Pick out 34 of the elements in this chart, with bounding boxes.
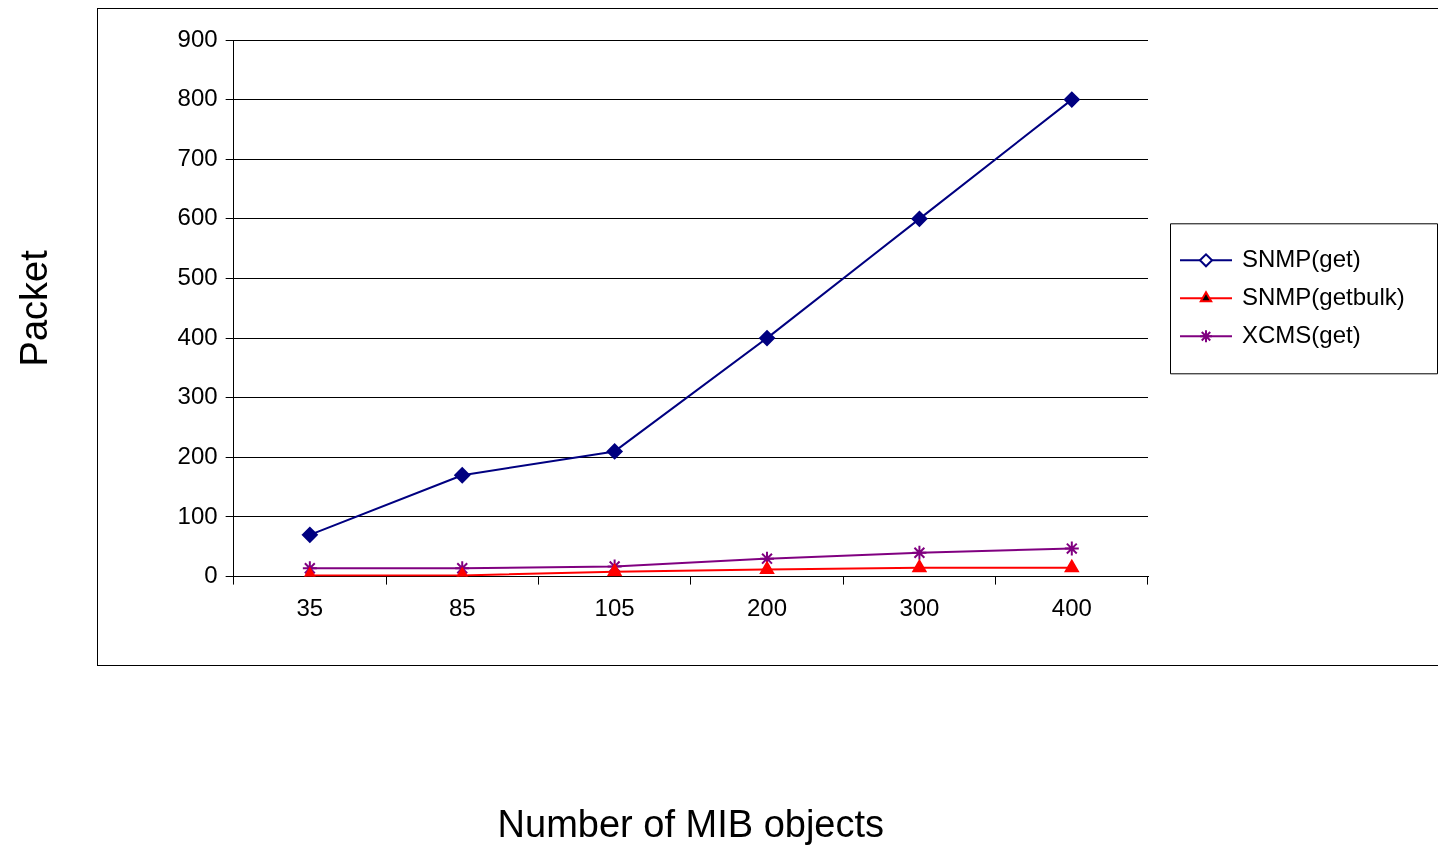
point xyxy=(1064,559,1079,573)
y-axis-title: Packet xyxy=(13,249,56,367)
y-tick-label: 800 xyxy=(177,84,218,112)
point xyxy=(454,467,471,484)
x-tick-label: 200 xyxy=(746,593,788,621)
y-tick-label: 700 xyxy=(177,143,218,171)
y-tick-label: 600 xyxy=(177,203,218,231)
y-tick-label: 300 xyxy=(177,382,218,410)
y-tick-label: 100 xyxy=(177,501,218,529)
x-tick-label: 105 xyxy=(594,593,635,621)
point xyxy=(911,544,928,561)
x-tick-label: 300 xyxy=(899,593,940,621)
point xyxy=(606,443,623,460)
point xyxy=(759,550,776,567)
point xyxy=(911,210,928,227)
y-tick-label: 900 xyxy=(177,24,218,52)
y-tick-label: 400 xyxy=(177,322,218,350)
x-tick-label: 85 xyxy=(448,593,476,621)
point xyxy=(607,563,622,577)
point xyxy=(912,559,927,573)
y-tick-label: 200 xyxy=(177,441,218,469)
point xyxy=(759,330,776,347)
point xyxy=(759,561,775,574)
point xyxy=(1063,91,1080,108)
y-tick-label: 0 xyxy=(204,561,218,589)
legend-label: SNMP(get) xyxy=(1242,244,1361,272)
point xyxy=(301,526,318,543)
x-axis-title: Number of MIB objects xyxy=(497,802,885,845)
point xyxy=(1063,540,1080,557)
y-tick-label: 500 xyxy=(177,263,218,291)
legend-label: SNMP(getbulk) xyxy=(1242,282,1405,310)
legend-label: XCMS(get) xyxy=(1242,320,1361,348)
x-tick-label: 35 xyxy=(296,593,324,621)
x-tick-label: 400 xyxy=(1051,593,1092,621)
